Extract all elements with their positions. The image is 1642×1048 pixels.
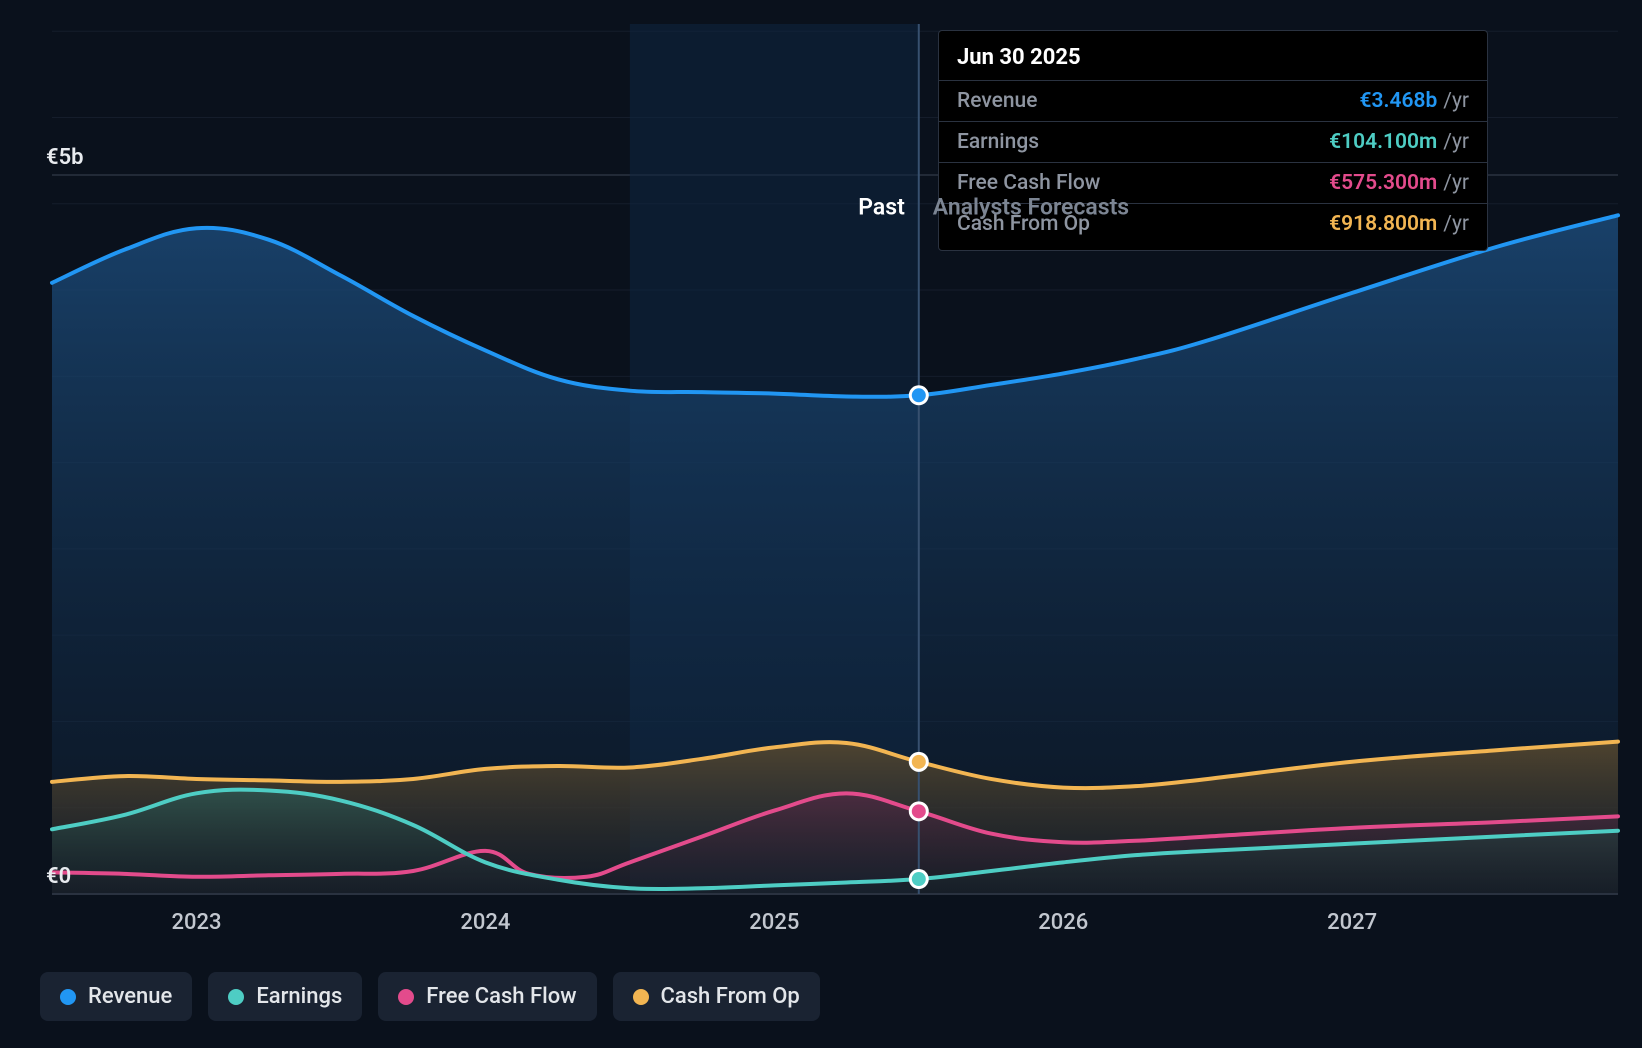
legend-item-earnings[interactable]: Earnings xyxy=(208,972,362,1021)
y-axis-tick-label: €5b xyxy=(46,145,84,170)
tooltip-row-value: €575.300m xyxy=(1329,171,1437,195)
legend-item-label: Revenue xyxy=(88,984,172,1009)
tooltip-row-suffix: /yr xyxy=(1443,212,1469,236)
legend-swatch-icon xyxy=(398,989,414,1005)
tooltip-row-value: €918.800m xyxy=(1329,212,1437,236)
legend-item-label: Cash From Op xyxy=(661,984,800,1009)
legend-item-free_cash_flow[interactable]: Free Cash Flow xyxy=(378,972,596,1021)
x-axis-tick-label: 2026 xyxy=(1038,910,1088,935)
legend: Revenue Earnings Free Cash Flow Cash From O… xyxy=(40,972,820,1021)
x-axis-tick-label: 2027 xyxy=(1327,910,1377,935)
legend-item-label: Free Cash Flow xyxy=(426,984,576,1009)
financials-chart[interactable]: Jun 30 2025 Revenue €3.468b/yr Earnings €10… xyxy=(0,0,1642,1048)
tooltip-row: Earnings €104.100m/yr xyxy=(939,122,1487,163)
tooltip-row-value: €3.468b xyxy=(1360,89,1438,113)
tooltip-row-suffix: /yr xyxy=(1443,89,1469,113)
tooltip-row-label: Revenue xyxy=(957,89,1037,113)
y-axis-tick-label: €0 xyxy=(46,864,71,889)
tooltip-row: Revenue €3.468b/yr xyxy=(939,81,1487,122)
legend-swatch-icon xyxy=(228,989,244,1005)
divider-label-past: Past xyxy=(858,193,905,220)
x-axis-tick-label: 2023 xyxy=(171,910,221,935)
legend-item-cash_from_op[interactable]: Cash From Op xyxy=(613,972,820,1021)
tooltip-row-label: Earnings xyxy=(957,130,1039,154)
tooltip-row-suffix: /yr xyxy=(1443,171,1469,195)
tooltip-date: Jun 30 2025 xyxy=(939,31,1487,81)
legend-swatch-icon xyxy=(633,989,649,1005)
tooltip-row-suffix: /yr xyxy=(1443,130,1469,154)
tooltip-row-value: €104.100m xyxy=(1329,130,1437,154)
legend-item-revenue[interactable]: Revenue xyxy=(40,972,192,1021)
x-axis-tick-label: 2024 xyxy=(460,910,510,935)
tooltip-row-label: Free Cash Flow xyxy=(957,171,1100,195)
legend-item-label: Earnings xyxy=(256,984,342,1009)
legend-swatch-icon xyxy=(60,989,76,1005)
divider-label-forecast: Analysts Forecasts xyxy=(933,193,1129,220)
x-axis-tick-label: 2025 xyxy=(749,910,799,935)
